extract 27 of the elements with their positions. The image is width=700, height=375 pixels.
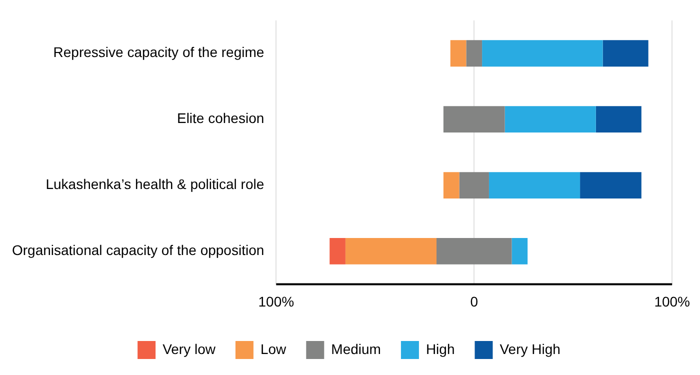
x-tick-label: 0 <box>470 293 478 310</box>
bar <box>436 238 512 264</box>
bar <box>443 106 505 133</box>
bar <box>504 106 596 133</box>
y-tick-label: Repressive capacity of the regime <box>53 44 264 60</box>
bar <box>330 238 346 264</box>
x-tick-label: 100% <box>258 293 294 310</box>
bar <box>450 40 466 67</box>
legend-label: Medium <box>331 340 381 357</box>
bar <box>488 172 580 198</box>
y-tick-label: Elite cohesion <box>176 110 264 126</box>
y-tick-label: Lukashenka’s health & political role <box>46 176 264 192</box>
bar <box>466 40 482 67</box>
legend-label: Low <box>260 340 288 357</box>
legend-label: Very High <box>500 340 560 357</box>
legend-label: Very low <box>162 340 216 357</box>
x-tick-label: 100% <box>654 293 690 310</box>
bar <box>459 172 489 198</box>
bar <box>580 172 642 198</box>
y-tick-label: Organisational capacity of the opposition <box>12 242 264 258</box>
bar <box>345 238 437 264</box>
bar <box>596 106 642 133</box>
bar <box>443 172 460 198</box>
legend-label: High <box>426 340 455 357</box>
bar <box>602 40 648 67</box>
bar <box>482 40 603 67</box>
bar <box>512 238 528 264</box>
